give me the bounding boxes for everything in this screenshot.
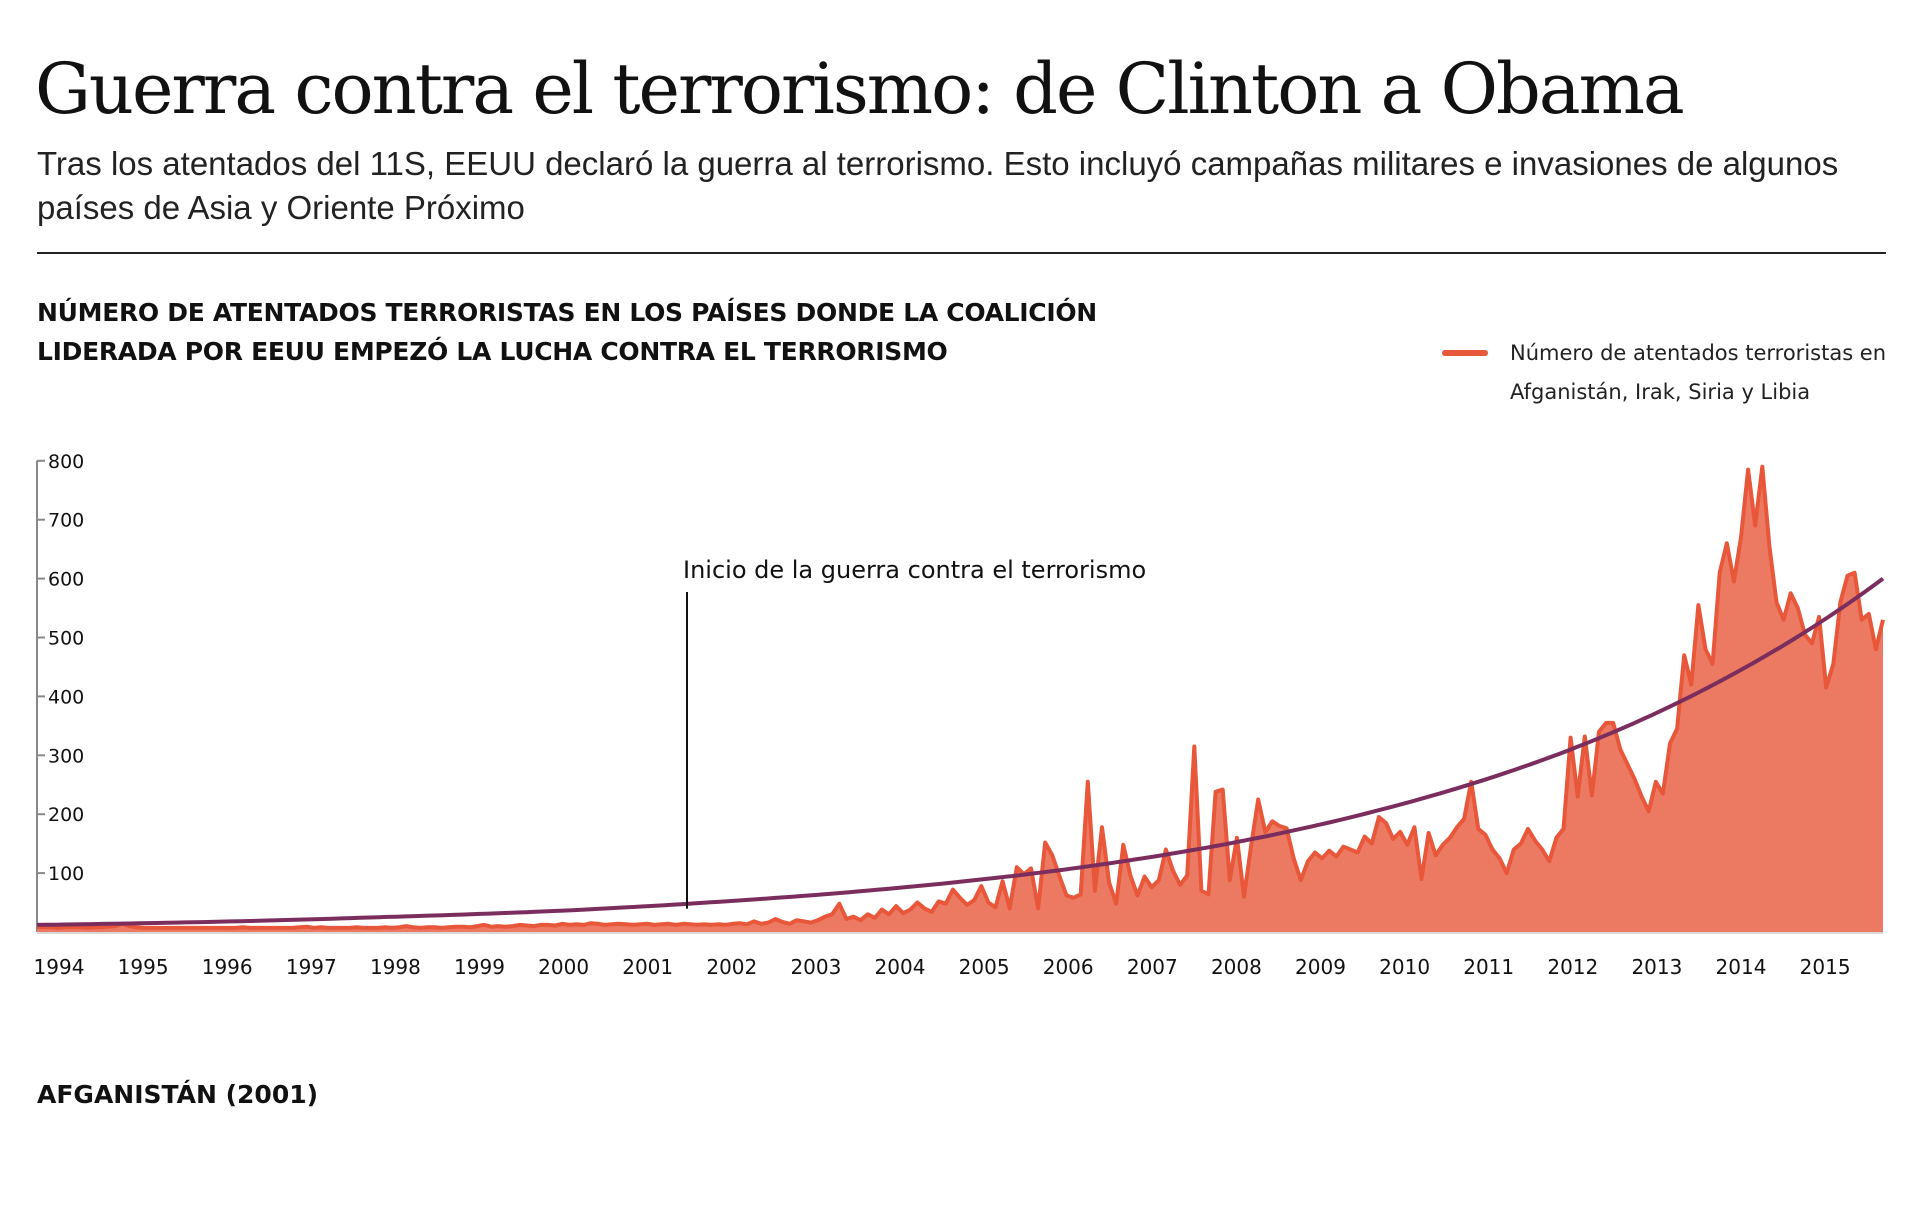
x-tick-label: 2010 [1379,955,1430,979]
x-tick-label: 2006 [1043,955,1094,979]
page-title: Guerra contra el terrorismo: de Clinton … [35,48,1685,130]
x-tick-label: 2011 [1463,955,1514,979]
y-tick-label: 300 [48,745,84,767]
x-tick-label: 1994 [34,955,85,979]
y-tick-label: 800 [48,451,84,473]
y-tick-label: 400 [48,686,84,708]
y-tick-label: 700 [48,510,84,532]
y-tick-label: 500 [48,628,84,650]
annotation-label: Inicio de la guerra contra el terrorismo [683,556,1146,584]
area-line [37,464,1885,930]
y-axis: 100 200 300 400 500 600 700 800 [36,451,1883,934]
area-fill [37,466,1883,932]
trend-line-group [36,576,1885,927]
x-tick-label: 2004 [875,955,926,979]
x-tick-label: 2001 [622,955,673,979]
y-tick-label: 200 [48,804,84,826]
header-divider [37,252,1886,254]
y-tick-label: 600 [48,569,84,591]
trend-line [36,576,1885,927]
x-tick-label: 1999 [454,955,505,979]
x-tick-label: 1997 [286,955,337,979]
legend-swatch [1442,350,1488,356]
x-tick-label: 2000 [538,955,589,979]
x-axis-labels: 1994 1995 1996 1997 1998 1999 2000 2001 2002 2003… [34,955,1851,979]
x-tick-label: 2015 [1800,955,1851,979]
section-heading-afganistan: AFGANISTÁN (2001) [37,1080,319,1109]
x-tick-label: 2003 [790,955,841,979]
x-tick-label: 2005 [959,955,1010,979]
x-tick-label: 2007 [1127,955,1178,979]
x-tick-label: 2009 [1295,955,1346,979]
x-tick-label: 2013 [1631,955,1682,979]
page-subtitle: Tras los atentados del 11S, EEUU declaró… [37,145,1839,226]
legend-label: Número de atentados terroristas en Afgan… [1510,341,1887,404]
x-tick-label: 2012 [1547,955,1598,979]
x-tick-label: 2008 [1211,955,1262,979]
y-tick-label: 100 [48,863,84,885]
x-tick-label: 2014 [1716,955,1767,979]
chart-legend: Número de atentados terroristas en Afgan… [1442,334,1910,412]
x-tick-label: 1996 [202,955,253,979]
x-tick-label: 1998 [370,955,421,979]
annotation: Inicio de la guerra contra el terrorismo [683,556,1146,909]
chart-title: NÚMERO DE ATENTADOS TERRORISTAS EN LOS P… [37,298,1097,366]
data-area [37,464,1885,932]
x-tick-label: 1995 [118,955,169,979]
x-tick-label: 2002 [706,955,757,979]
